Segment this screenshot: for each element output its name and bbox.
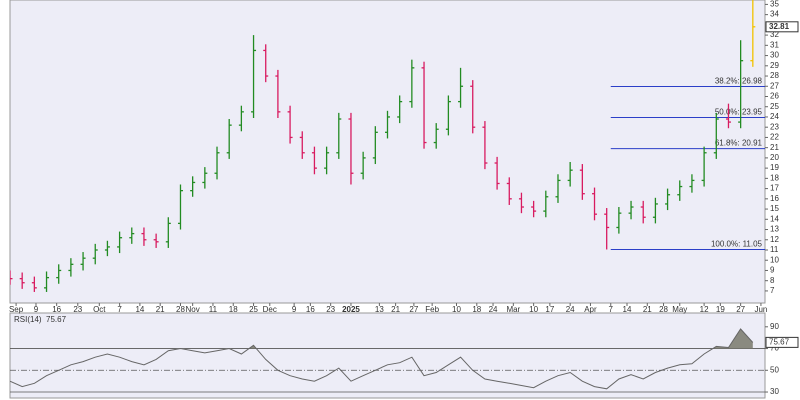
- y-tick-label: 18: [770, 173, 779, 182]
- y-tick-label: 25: [770, 102, 779, 111]
- x-tick-label: 25: [249, 305, 258, 314]
- y-tick-label: 23: [770, 122, 779, 131]
- x-tick-label: Apr: [584, 305, 597, 314]
- x-tick-label: 21: [391, 305, 400, 314]
- rsi-plot: [10, 328, 765, 393]
- x-tick-label: Nov: [186, 305, 200, 314]
- fib-label: 100.0%: 11.05: [711, 240, 763, 249]
- fib-label: 50.0%: 23.95: [715, 108, 763, 117]
- y-tick-label: 50: [770, 365, 779, 374]
- axes: 7891011121314151617181920212223242526272…: [9, 0, 799, 396]
- x-tick-label: 28: [659, 305, 668, 314]
- y-tick-label: 14: [770, 214, 779, 223]
- last-value-label: 75.67: [769, 337, 790, 346]
- last-price-label: 32.81: [769, 22, 790, 31]
- y-tick-label: 21: [770, 143, 779, 152]
- y-tick-label: 20: [770, 153, 779, 162]
- y-tick-label: 11: [770, 245, 779, 254]
- y-tick-label: 70: [770, 344, 779, 353]
- x-tick-label: 24: [566, 305, 575, 314]
- y-tick-label: 9: [770, 266, 775, 275]
- y-tick-label: 7: [770, 286, 775, 295]
- y-tick-label: 31: [770, 40, 779, 49]
- y-tick-label: 19: [770, 163, 779, 172]
- x-tick-label: Feb: [425, 305, 439, 314]
- rsi-line: [10, 328, 754, 390]
- x-tick-label: 9: [292, 305, 297, 314]
- y-tick-label: 35: [770, 0, 779, 9]
- x-tick-label: 7: [609, 305, 614, 314]
- rsi-title-value: 75.67: [46, 315, 67, 324]
- x-tick-label: Sep: [9, 305, 24, 314]
- x-tick-label: 24: [489, 305, 498, 314]
- x-tick-label: 10: [452, 305, 461, 314]
- rsi-title: RSI(14): [14, 315, 42, 324]
- fib-label: 61.8%: 20.91: [715, 139, 763, 148]
- price-panel: [9, 0, 766, 304]
- x-tick-label: 11: [209, 305, 218, 314]
- x-tick-label: 28: [176, 305, 185, 314]
- y-tick-label: 24: [770, 112, 779, 121]
- y-tick-label: 27: [770, 81, 779, 90]
- x-tick-label: 27: [409, 305, 418, 314]
- x-tick-label: 10: [529, 305, 538, 314]
- y-tick-label: 16: [770, 194, 779, 203]
- x-tick-label: 21: [643, 305, 652, 314]
- y-tick-label: 15: [770, 204, 779, 213]
- y-tick-label: 17: [770, 184, 779, 193]
- x-tick-label: 23: [326, 305, 335, 314]
- x-tick-label: May: [672, 305, 687, 314]
- last-value-box: [765, 336, 799, 348]
- x-tick-label: 16: [52, 305, 61, 314]
- y-tick-label: 22: [770, 133, 779, 142]
- x-tick-label: 18: [229, 305, 238, 314]
- rsi-panel: [9, 312, 766, 399]
- x-tick-label: 12: [700, 305, 709, 314]
- x-tick-label: 18: [472, 305, 481, 314]
- x-tick-label: 14: [623, 305, 632, 314]
- y-tick-label: 29: [770, 61, 779, 70]
- y-tick-label: 26: [770, 92, 779, 101]
- x-tick-label: Jun: [754, 305, 767, 314]
- x-tick-label: 9: [34, 305, 39, 314]
- y-tick-label: 28: [770, 71, 779, 80]
- y-tick-label: 8: [770, 276, 775, 285]
- x-tick-label: 13: [375, 305, 384, 314]
- x-tick-label: Dec: [263, 305, 277, 314]
- y-tick-label: 10: [770, 255, 779, 264]
- x-tick-label: 16: [306, 305, 315, 314]
- fib-label: 38.2%: 26.98: [715, 77, 763, 86]
- x-tick-label: Oct: [93, 305, 106, 314]
- y-tick-label: 34: [770, 10, 779, 19]
- price-plot: 38.2%: 26.98 50.0%: 23.95 61.8%: 20.91 100.…: [10, 0, 765, 292]
- x-tick-label: 2025: [342, 305, 360, 314]
- y-tick-label: 12: [770, 235, 779, 244]
- last-price-box: [765, 21, 799, 33]
- x-tick-label: 19: [716, 305, 725, 314]
- x-tick-label: 14: [135, 305, 144, 314]
- y-tick-label: 32: [770, 30, 779, 39]
- y-tick-label: 30: [770, 387, 779, 396]
- x-tick-label: 7: [117, 305, 122, 314]
- x-tick-label: Mar: [506, 305, 520, 314]
- y-tick-label: 13: [770, 225, 779, 234]
- x-tick-label: 17: [545, 305, 554, 314]
- x-tick-label: 23: [73, 305, 82, 314]
- y-tick-label: 30: [770, 51, 779, 60]
- x-tick-label: 27: [736, 305, 745, 314]
- x-tick-label: 21: [156, 305, 165, 314]
- y-tick-label: 90: [770, 322, 779, 331]
